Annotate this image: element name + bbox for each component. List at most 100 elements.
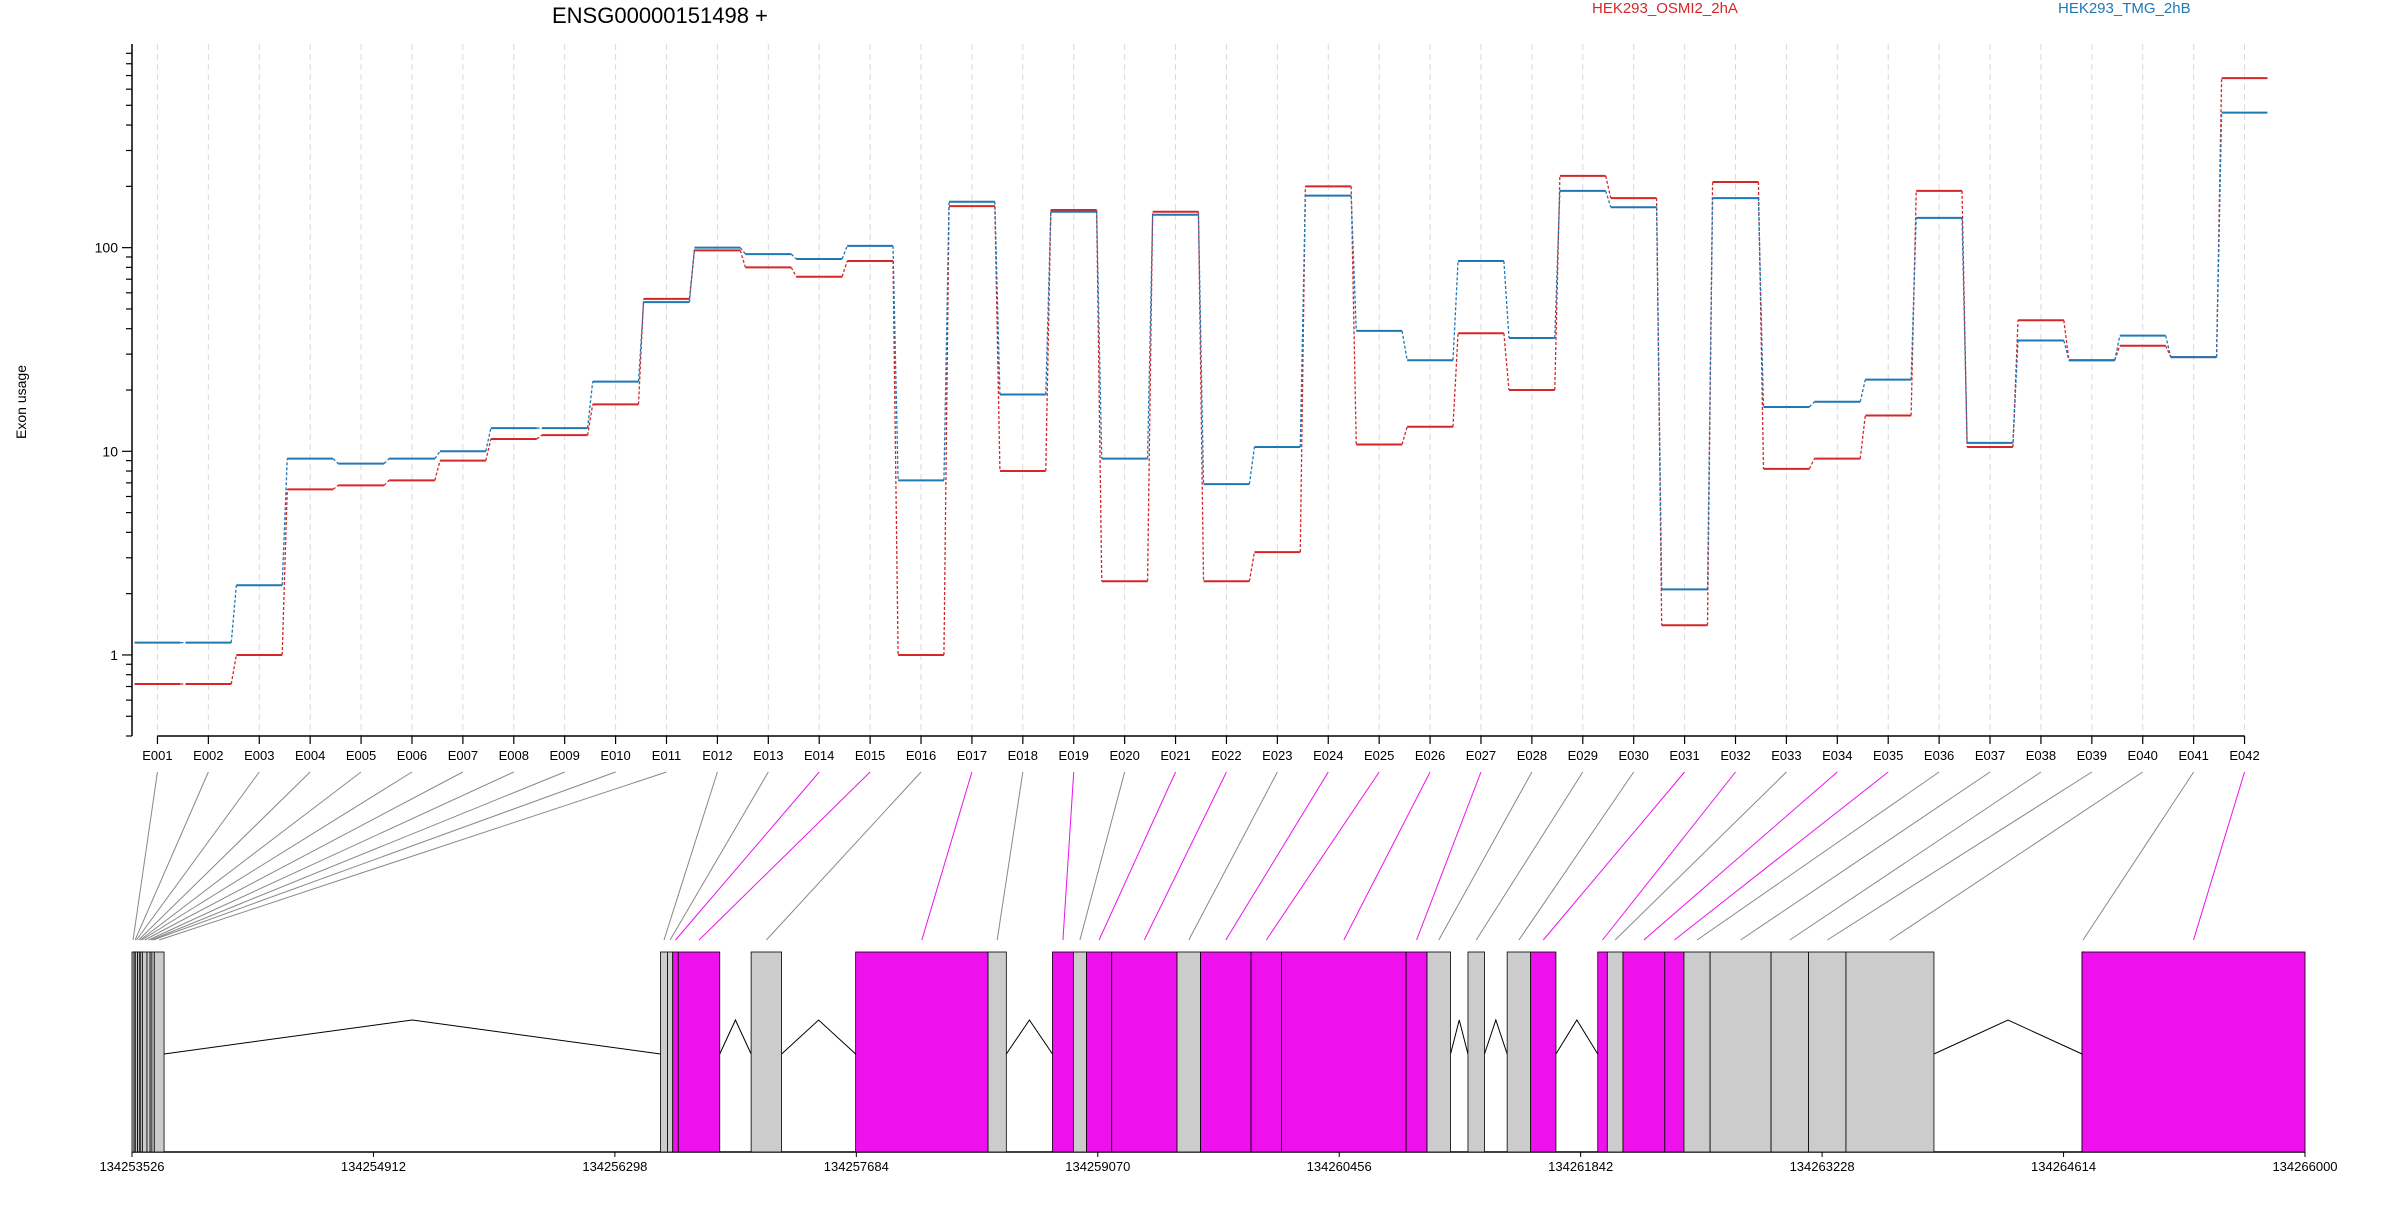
series-connector [790, 267, 797, 278]
intron-line [781, 1019, 856, 1055]
series-connector [281, 489, 288, 655]
coordinate-tick-label: 134254912 [341, 1159, 406, 1174]
series-connector [332, 484, 339, 490]
exon-connector [1643, 771, 1838, 941]
exon-E013 [667, 951, 674, 1153]
exon-E036 [1683, 951, 1711, 1153]
x-tick-label: E031 [1669, 748, 1699, 763]
exon-E035 [1664, 951, 1685, 1153]
x-tick-label: E023 [1262, 748, 1292, 763]
exon-E012 [660, 951, 668, 1153]
series-connector [2063, 340, 2070, 361]
intron-line [1555, 1019, 1599, 1055]
exon-connector [136, 771, 260, 941]
series-connector [841, 245, 848, 260]
exon-E042 [2081, 951, 2306, 1153]
intron-line [1005, 1019, 1053, 1055]
exon-E025 [1250, 951, 1282, 1153]
exon-connector [1188, 771, 1278, 941]
exon-connector [1143, 771, 1227, 941]
coordinate-tick-label: 134260456 [1307, 1159, 1372, 1174]
exon-connector [134, 771, 209, 941]
x-tick-label: E041 [2178, 748, 2208, 763]
exon-E022 [1111, 951, 1178, 1153]
intron-line [163, 1019, 661, 1055]
series-connector [1045, 211, 1052, 395]
series-connector [1197, 211, 1205, 582]
series-connector [2012, 340, 2019, 443]
coordinate-tick-label: 134259070 [1065, 1159, 1130, 1174]
legend-entry-series-1: HEK293_OSMI2_2hA [1592, 0, 1738, 17]
exon-E032 [1597, 951, 1608, 1153]
x-tick-label: E008 [499, 748, 529, 763]
exon-E015 [677, 951, 721, 1153]
series-connector [1503, 260, 1510, 339]
series-layer [134, 77, 2268, 686]
x-tick-label: E007 [448, 748, 478, 763]
series-connector [688, 247, 696, 303]
coordinate-tick-label: 134256298 [582, 1159, 647, 1174]
exon-E024 [1200, 951, 1252, 1153]
series-connector [1554, 190, 1561, 339]
exon-E033 [1606, 951, 1624, 1153]
x-tick-label: E034 [1822, 748, 1852, 763]
exon-connector [138, 771, 311, 941]
series-connector [485, 427, 492, 452]
exon-connector [675, 771, 820, 941]
series-connector [994, 206, 1001, 472]
exon-connector [765, 771, 922, 941]
exon-E030 [1506, 951, 1532, 1153]
series-connector [1859, 415, 1866, 459]
series-connector [1503, 333, 1510, 391]
series-connector [1910, 217, 1917, 380]
exon-connector [2193, 771, 2246, 941]
series-connector [1961, 217, 1968, 443]
series-connector [1350, 195, 1357, 331]
exon-E023 [1176, 951, 1201, 1153]
exon-connector [1740, 771, 1991, 941]
exon-connector [141, 771, 413, 941]
exon-connector [996, 771, 1024, 941]
x-tick-label: E005 [346, 748, 376, 763]
series-connector [281, 458, 288, 586]
exon-E038 [1770, 951, 1809, 1153]
x-tick-label: E037 [1975, 748, 2005, 763]
series-connector [1605, 175, 1612, 199]
x-tick-label: E016 [906, 748, 936, 763]
x-tick-label: E022 [1211, 748, 1241, 763]
series-connector [637, 302, 645, 382]
series-connector [1299, 195, 1307, 448]
series-connector [1095, 211, 1103, 459]
exon-E008 [146, 951, 151, 1153]
exon-connector-layer [132, 771, 2246, 941]
series-connector [2165, 335, 2172, 358]
exon-E039 [1808, 951, 1847, 1153]
series-connector [739, 247, 746, 255]
series-connector [485, 438, 492, 461]
exon-connector [150, 771, 565, 941]
series-connector [1095, 210, 1103, 582]
series-connector [1248, 551, 1256, 582]
grid-layer [156, 44, 2246, 736]
x-tick-label: E026 [1415, 748, 1445, 763]
series-connector [994, 201, 1001, 395]
intron-line [719, 1018, 752, 1055]
exon-connector [1518, 771, 1635, 941]
exon-connector [1416, 771, 1482, 941]
coordinate-tick-label: 134253526 [99, 1159, 164, 1174]
exon-E011 [153, 951, 165, 1153]
coordinate-tick-label: 134263228 [1790, 1159, 1855, 1174]
exon-connector [921, 771, 973, 941]
x-tick-label: E002 [193, 748, 223, 763]
exon-connector [1602, 771, 1736, 941]
exon-E020 [1072, 951, 1087, 1153]
series-connector [1299, 186, 1307, 553]
series-connector [536, 434, 543, 440]
exon-connector [669, 771, 769, 941]
legend-entry-series-2: HEK293_TMG_2hB [2058, 0, 2191, 17]
x-tick-label: E004 [295, 748, 325, 763]
series-connector [1655, 207, 1663, 590]
series-connector [943, 201, 950, 481]
exon-connector [1674, 771, 1889, 941]
